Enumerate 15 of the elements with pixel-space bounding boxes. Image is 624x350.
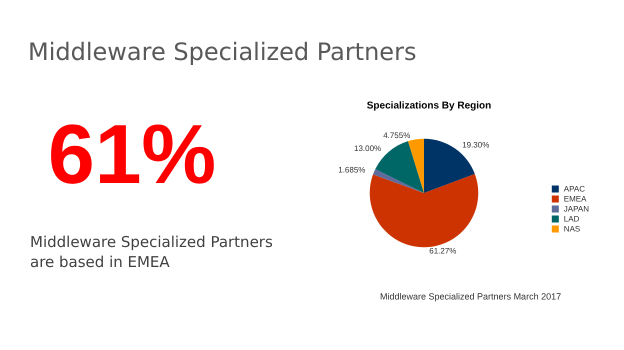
- text: Middleware Specialized Partners: [28, 38, 416, 66]
- text: Middleware Specialized Partners are based in EMEA: [30, 233, 278, 271]
- legend-label: JAPAN: [564, 204, 590, 214]
- legend-label: NAS: [564, 224, 580, 234]
- data-label: 1.685%: [338, 166, 366, 175]
- text: 61%: [48, 107, 216, 201]
- text: Middleware Specialized Partners March 2017: [380, 292, 562, 302]
- legend-label: LAD: [564, 214, 580, 224]
- data-label: 13.00%: [354, 144, 382, 154]
- legend-label: APAC: [564, 184, 586, 194]
- legend-label: EMEA: [564, 194, 588, 204]
- chart-title: Specializations By Region: [366, 100, 492, 112]
- data-label: 19.30%: [462, 140, 490, 150]
- data-label: 61.27%: [429, 246, 456, 256]
- data-label: 4.755%: [383, 130, 410, 140]
